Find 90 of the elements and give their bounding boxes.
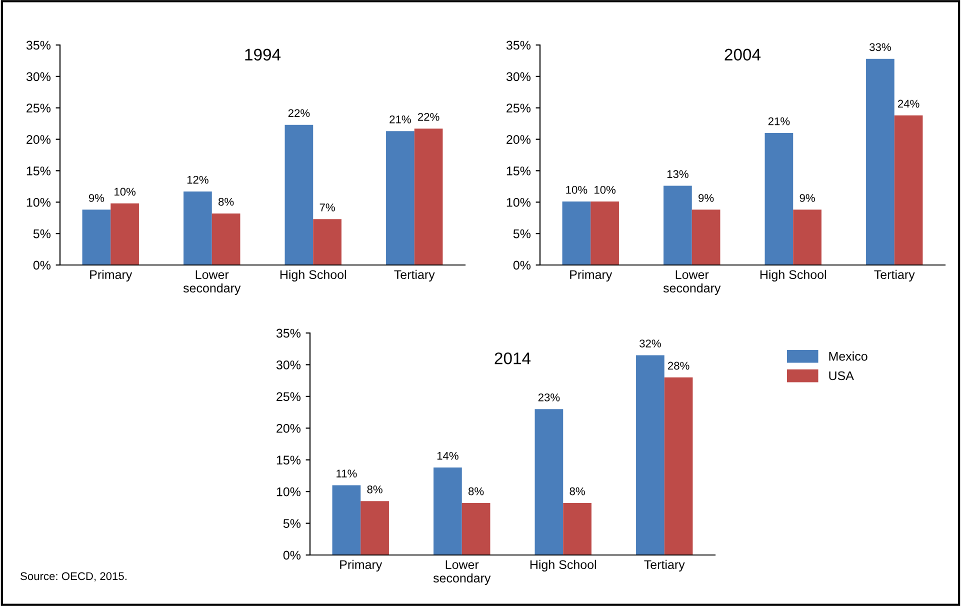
data-label: 24% [898,100,920,108]
y-tick-label: 20% [506,135,531,144]
data-label: 33% [870,43,891,52]
bar [563,502,592,555]
data-label: 28% [668,362,690,370]
y-tick-label: 35% [26,40,51,50]
y-tick-label: 10% [26,198,51,207]
y-tick-label: 15% [506,166,531,176]
x-tick-label: Lower secondary [663,270,721,295]
x-tick-label: Primary [570,270,612,282]
y-tick-label: 35% [506,40,531,50]
x-tick-label: Primary [340,560,382,572]
x-tick-label: High School [530,560,596,572]
bar [590,202,619,265]
bar [414,128,443,265]
data-label: 32% [640,340,661,348]
chart-title: 1994 [245,48,281,61]
x-tick-label: Tertiary [394,270,435,282]
data-label: 8% [468,487,484,496]
bar [313,219,342,265]
y-tick-label: 10% [506,198,531,207]
data-label: 9% [88,194,104,202]
y-tick-label: 25% [506,104,531,113]
data-label: 9% [698,194,714,202]
bar [332,485,361,555]
y-tick-label: 20% [276,424,301,433]
bar [462,502,490,555]
y-tick-label: 0% [33,260,51,270]
y-tick-label: 15% [276,456,301,465]
y-tick-label: 5% [513,229,531,238]
text: 2014 [494,352,531,364]
data-label: 7% [320,204,335,212]
bar [184,191,212,265]
data-label: 12% [187,176,208,184]
y-tick-label: 0% [513,260,531,270]
bar [562,202,591,265]
y-tick-label: 5% [283,519,301,528]
data-label: 21% [768,117,790,126]
legend-label: USA [829,371,854,380]
data-label: 13% [667,170,688,178]
y-tick-label: 30% [276,360,301,370]
data-label: 22% [288,109,310,118]
bar [692,210,720,265]
data-label: 8% [367,485,382,494]
data-label: 10% [114,188,136,196]
data-label: 21% [390,115,411,124]
bar [386,131,414,265]
bar [82,210,111,265]
bar [534,409,564,555]
legend-label: Mexico [829,352,868,361]
data-label: 8% [570,487,585,496]
bar [764,133,794,265]
bar [664,186,692,265]
y-tick-label: 0% [283,550,301,560]
y-tick-label: 10% [276,487,301,496]
y-tick-label: 25% [26,104,51,113]
y-tick-label: 20% [26,135,51,144]
bar [664,377,693,555]
data-label: 10% [566,186,588,194]
y-tick-label: 5% [33,229,51,238]
x-tick-label: High School [760,270,826,282]
y-tick-label: 30% [506,72,531,82]
y-tick-label: 35% [276,328,301,338]
data-label: 14% [437,452,458,460]
data-label: 8% [218,198,234,206]
bar [110,203,139,265]
bar [360,501,389,555]
x-tick-label: Primary [90,270,132,282]
data-label: 9% [800,194,815,202]
x-tick-label: Tertiary [644,560,685,572]
x-tick-label: Tertiary [874,270,915,282]
x-tick-label: Lower secondary [433,560,491,585]
data-label: 10% [594,186,616,194]
bar [212,213,240,265]
y-tick-label: 25% [276,392,301,402]
data-label: 22% [418,112,440,121]
bar [636,355,664,555]
y-tick-label: 15% [26,166,51,176]
data-label: 23% [538,393,560,402]
bar [866,58,894,265]
bar [284,124,314,265]
chart-title: 2004 [724,48,761,61]
source-note: Source: OECD, 2015. [20,572,126,582]
y-tick-label: 30% [26,72,51,82]
bar [894,115,923,265]
bar [434,467,462,555]
bar [793,210,822,265]
x-tick-label: Lower secondary [183,270,241,295]
data-label: 11% [336,470,357,478]
x-tick-label: High School [280,270,346,282]
